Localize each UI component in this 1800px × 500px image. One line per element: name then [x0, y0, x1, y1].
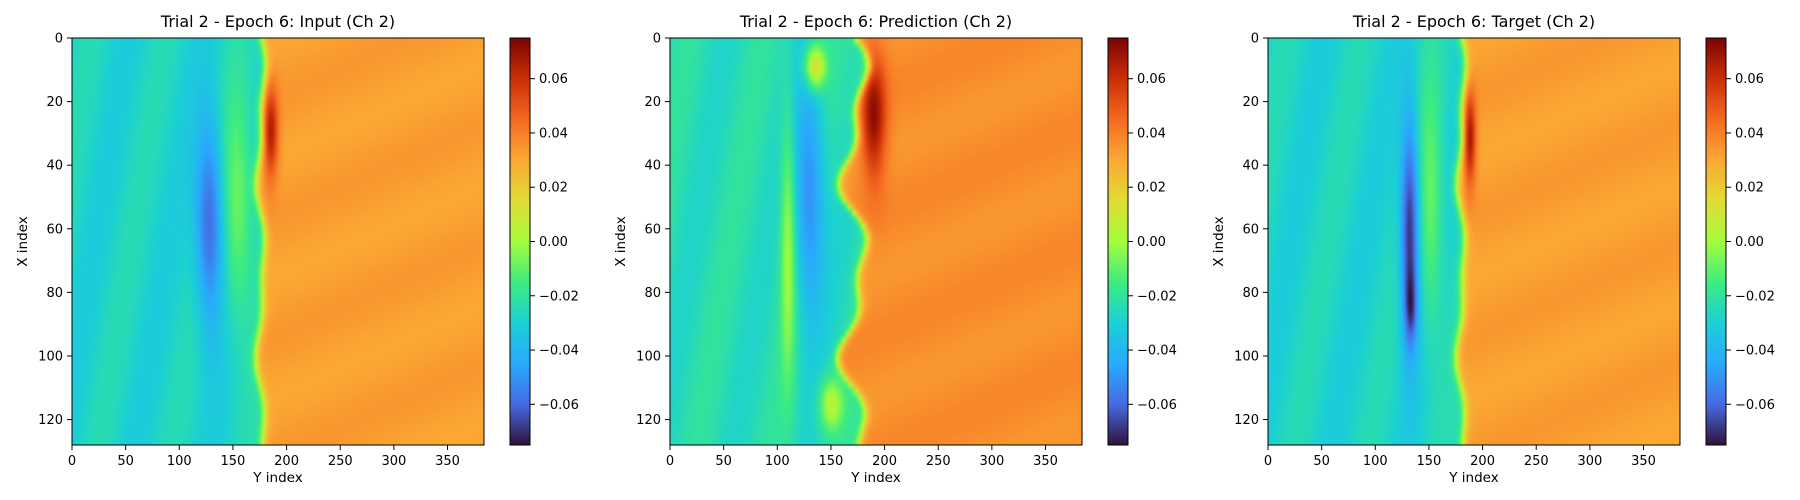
x-tick-label: 150 [819, 454, 844, 469]
x-tick-label: 100 [1363, 454, 1388, 469]
colorbar-tick-label: 0.04 [1735, 126, 1764, 141]
colorbar-tick-label: 0.02 [1137, 181, 1166, 196]
y-tick-label: 0 [55, 32, 63, 47]
colorbar-tick-label: 0.02 [539, 181, 568, 196]
y-tick-label: 120 [38, 413, 63, 428]
x-tick-label: 50 [117, 454, 134, 469]
y-tick-label: 80 [1242, 286, 1259, 301]
y-tick-label: 20 [46, 95, 63, 110]
y-tick-label: 100 [636, 349, 661, 364]
x-tick-label: 0 [1264, 454, 1272, 469]
colorbar-tick-label: −0.04 [1137, 344, 1177, 359]
colorbar-tick-label: 0.04 [1137, 126, 1166, 141]
x-tick-label: 0 [666, 454, 674, 469]
y-tick-label: 120 [636, 413, 661, 428]
x-tick-label: 300 [979, 454, 1004, 469]
y-axis-label: X index [1211, 216, 1227, 266]
x-tick-label: 250 [926, 454, 951, 469]
y-tick-label: 20 [1242, 95, 1259, 110]
y-tick-label: 100 [38, 349, 63, 364]
y-tick-label: 60 [644, 222, 661, 237]
x-axis-label: Y index [1448, 470, 1498, 486]
y-tick-label: 80 [644, 286, 661, 301]
colorbar-tick-label: −0.04 [539, 344, 579, 359]
colorbar-tick-label: 0.06 [539, 72, 568, 87]
colorbar-tick-label: −0.04 [1735, 344, 1775, 359]
x-tick-label: 0 [68, 454, 76, 469]
x-tick-label: 100 [765, 454, 790, 469]
colorbar-tick-label: 0.00 [539, 235, 568, 250]
colorbar-tick-label: −0.02 [539, 289, 579, 304]
colorbar-tick-label: 0.00 [1137, 235, 1166, 250]
y-tick-label: 80 [46, 286, 63, 301]
y-tick-label: 60 [46, 222, 63, 237]
y-tick-label: 120 [1234, 413, 1259, 428]
x-tick-label: 50 [1313, 454, 1330, 469]
colorbar-tick-label: 0.06 [1137, 72, 1166, 87]
x-tick-label: 350 [435, 454, 460, 469]
colorbar-tick-label: −0.06 [1137, 398, 1177, 413]
x-tick-label: 350 [1033, 454, 1058, 469]
colorbar-tick-label: −0.02 [1137, 289, 1177, 304]
plot-frame [669, 37, 1083, 446]
chart-title: Trial 2 - Epoch 6: Target (Ch 2) [1352, 12, 1595, 31]
x-tick-label: 200 [872, 454, 897, 469]
heatmap-image [670, 38, 1082, 445]
colorbar [1108, 38, 1128, 445]
x-axis-label: Y index [252, 470, 302, 486]
x-tick-label: 300 [381, 454, 406, 469]
y-tick-label: 20 [644, 95, 661, 110]
colorbar-tick-label: 0.00 [1735, 235, 1764, 250]
y-tick-label: 0 [653, 32, 661, 47]
plot-frame [71, 37, 485, 446]
colorbar-tick-label: 0.04 [539, 126, 568, 141]
colorbar [510, 38, 530, 445]
y-axis-label: X index [613, 216, 629, 266]
colorbar-tick-label: 0.02 [1735, 181, 1764, 196]
x-tick-label: 350 [1631, 454, 1656, 469]
y-tick-label: 100 [1234, 349, 1259, 364]
x-tick-label: 150 [1417, 454, 1442, 469]
colorbar-tick-label: −0.06 [539, 398, 579, 413]
x-tick-label: 300 [1577, 454, 1602, 469]
x-tick-label: 100 [167, 454, 192, 469]
y-tick-label: 0 [1251, 32, 1259, 47]
x-tick-label: 250 [1524, 454, 1549, 469]
y-tick-label: 40 [46, 159, 63, 174]
colorbar-tick-label: −0.02 [1735, 289, 1775, 304]
x-axis-label: Y index [850, 470, 900, 486]
colorbar-tick-label: 0.06 [1735, 72, 1764, 87]
x-tick-label: 150 [221, 454, 246, 469]
y-axis-label: X index [15, 216, 31, 266]
chart-title: Trial 2 - Epoch 6: Input (Ch 2) [160, 12, 395, 31]
y-tick-label: 60 [1242, 222, 1259, 237]
chart-title: Trial 2 - Epoch 6: Prediction (Ch 2) [739, 12, 1012, 31]
y-tick-label: 40 [644, 159, 661, 174]
y-tick-label: 40 [1242, 159, 1259, 174]
plot-frame [1267, 37, 1681, 446]
colorbar [1706, 38, 1726, 445]
x-tick-label: 200 [1470, 454, 1495, 469]
colorbar-tick-label: −0.06 [1735, 398, 1775, 413]
x-tick-label: 250 [328, 454, 353, 469]
heatmap-image [72, 38, 484, 445]
x-tick-label: 200 [274, 454, 299, 469]
heatmap-image [1268, 38, 1680, 445]
x-tick-label: 50 [715, 454, 732, 469]
